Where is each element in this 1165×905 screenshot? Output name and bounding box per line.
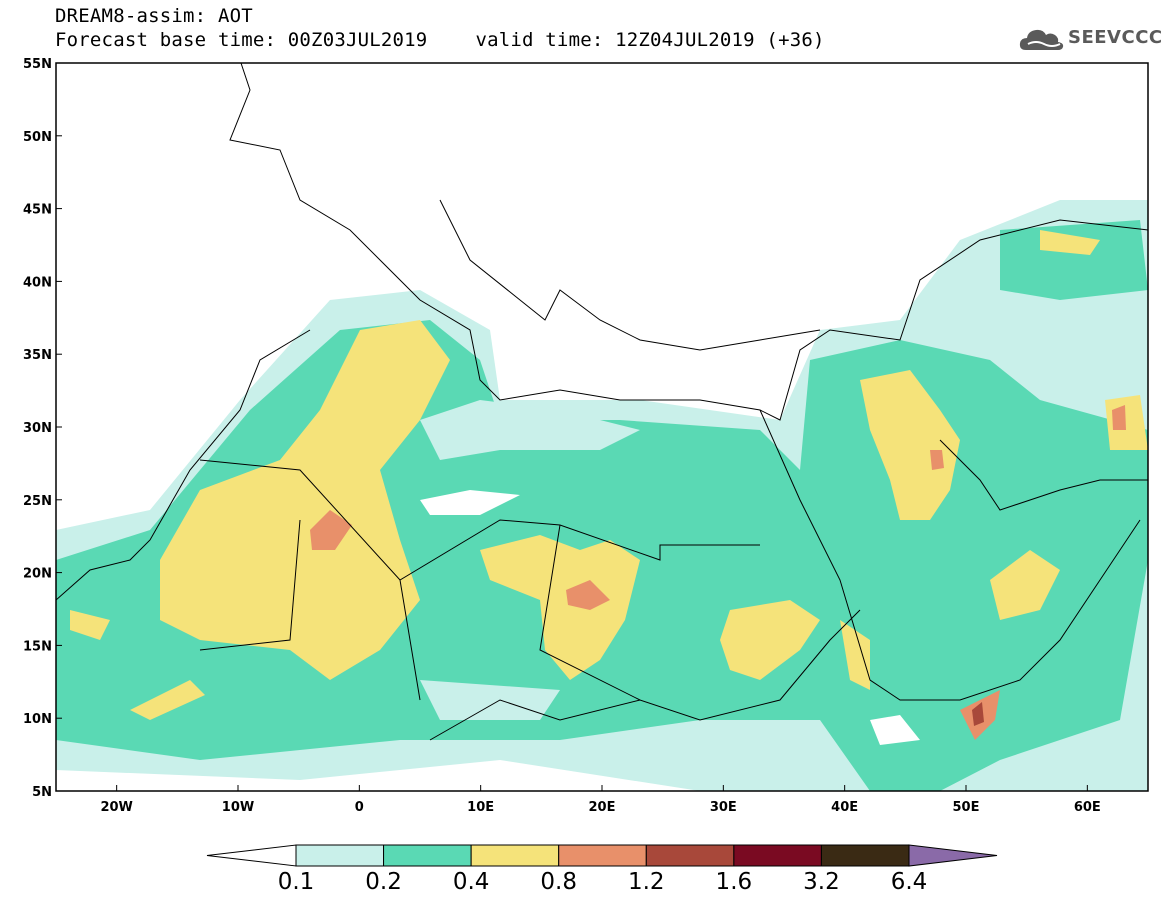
aot-band-0.4-chad	[480, 535, 640, 680]
lon-tick-label: 20W	[100, 800, 132, 815]
lat-tick-label: 5N	[32, 785, 52, 800]
light-patch	[420, 400, 640, 720]
latitude-axis: 55N 50N 45N 40N 35N 30N 25N 20N 15N 10N 5N	[23, 57, 62, 800]
longitude-axis: 20W 10W 0 10E 20E 30E 40E 50E 60E	[100, 785, 1101, 815]
aot-band-0.4-arabia	[840, 230, 1148, 690]
colorbar-segment	[470, 844, 560, 867]
colorbar	[206, 844, 998, 867]
colorbar-high-arrow	[908, 844, 998, 867]
lon-tick-label: 0	[355, 800, 364, 815]
colorbar-segment	[820, 844, 910, 867]
colorbar-segment	[733, 844, 822, 867]
lat-tick-label: 55N	[23, 57, 52, 72]
lon-tick-label: 60E	[1074, 800, 1101, 815]
colorbar-segment	[558, 844, 647, 867]
lat-tick-label: 35N	[23, 348, 52, 363]
lat-tick-label: 10N	[23, 712, 52, 727]
colorbar-level-label: 1.2	[627, 869, 665, 895]
lon-tick-label: 10W	[222, 800, 254, 815]
aot-band-0.4-sudan	[720, 600, 820, 680]
lon-tick-label: 30E	[710, 800, 737, 815]
coastlines	[56, 63, 1148, 741]
colorbar-level-label: 0.8	[540, 869, 577, 895]
colorbar-low-arrow	[206, 844, 297, 867]
colorbar-level-label: 0.2	[365, 869, 402, 895]
colorbar-level-label: 3.2	[803, 869, 840, 895]
colorbar-level-label: 6.4	[890, 869, 928, 895]
lon-tick-label: 10E	[467, 800, 494, 815]
lon-tick-label: 40E	[831, 800, 858, 815]
lat-tick-label: 30N	[23, 421, 52, 436]
base-time-label: Forecast base time: 00Z03JUL2019	[55, 29, 428, 51]
cloud-icon	[1019, 29, 1064, 50]
lat-tick-label: 20N	[23, 567, 52, 582]
aot-field	[56, 63, 1148, 791]
logo-text: SEEVCCC	[1068, 27, 1163, 48]
colorbar-segment	[645, 844, 735, 867]
colorbar-level-label: 0.1	[277, 869, 315, 895]
lon-tick-label: 20E	[589, 800, 616, 815]
aot-band-1.2	[972, 702, 984, 726]
lat-tick-label: 45N	[23, 203, 52, 218]
map-subtitle: Forecast base time: 00Z03JUL2019 valid ti…	[55, 30, 825, 51]
lat-tick-label: 50N	[23, 130, 52, 145]
lon-tick-label: 50E	[953, 800, 980, 815]
lat-tick-label: 40N	[23, 275, 52, 290]
seevccc-logo: SEEVCCC	[1018, 26, 1162, 54]
colorbar-level-label: 0.4	[452, 869, 490, 895]
lat-tick-label: 15N	[23, 639, 52, 654]
colorbar-segment	[383, 844, 472, 867]
aot-band-0.4-west	[160, 320, 450, 680]
colorbar-segment	[295, 844, 385, 867]
aot-band-0.4-coast	[70, 610, 205, 720]
lat-tick-label: 25N	[23, 494, 52, 509]
colorbar-level-label: 1.6	[715, 869, 753, 895]
map-title: DREAM8-assim: AOT	[55, 5, 253, 27]
valid-time-label: valid time: 12Z04JUL2019 (+36)	[475, 29, 825, 51]
